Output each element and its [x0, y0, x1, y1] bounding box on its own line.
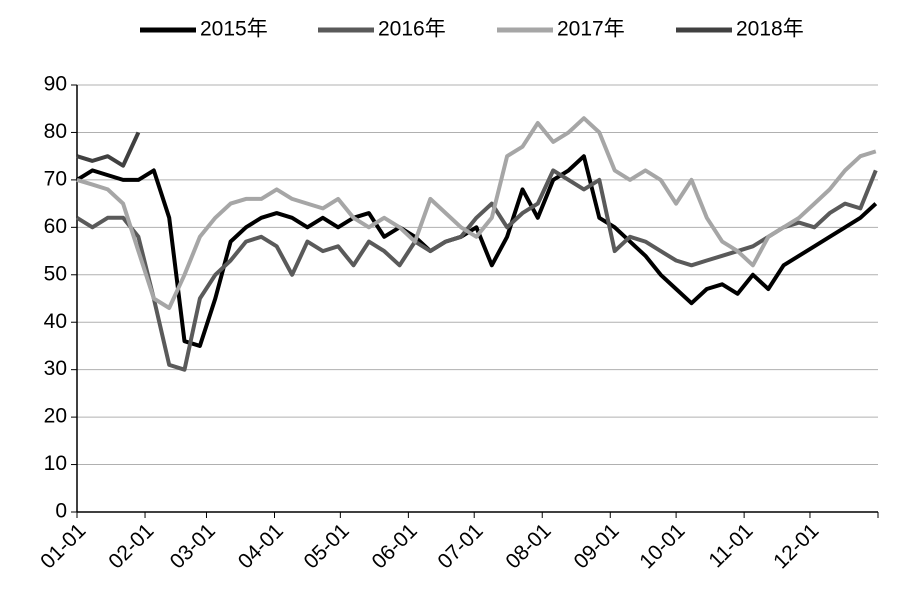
y-tick-label: 70 [44, 167, 67, 190]
x-tick-label: 11-01 [704, 519, 757, 572]
legend-label: 2018年 [736, 18, 804, 41]
legend-label: 2016年 [378, 18, 446, 41]
x-tick-label: 10-01 [635, 519, 689, 573]
y-tick-label: 0 [55, 500, 67, 523]
x-tick-label: 05-01 [300, 519, 354, 573]
x-tick-label: 06-01 [368, 519, 422, 573]
x-tick-label: 01-01 [36, 519, 90, 573]
series-line [76, 131, 141, 168]
x-tick-label: 08-01 [501, 519, 555, 573]
legend-label: 2017年 [557, 18, 625, 41]
y-tick-label: 10 [44, 452, 67, 475]
x-tick-label: 02-01 [104, 519, 158, 573]
y-tick-label: 20 [44, 405, 67, 428]
y-tick-label: 60 [44, 215, 67, 238]
x-tick-label: 03-01 [166, 519, 220, 573]
series-line [75, 154, 878, 348]
x-tick-label: 07-01 [433, 519, 487, 573]
x-tick-label: 09-01 [569, 519, 623, 573]
legend-label: 2015年 [200, 18, 268, 41]
y-tick-label: 40 [44, 310, 67, 333]
y-tick-label: 90 [44, 73, 67, 96]
x-tick-label: 12-01 [769, 519, 823, 573]
y-tick-label: 30 [44, 357, 67, 380]
series-line [76, 116, 877, 310]
legend-item: 2015年 [140, 18, 268, 41]
y-tick-label: 50 [44, 262, 67, 285]
series-line [75, 168, 878, 372]
legend-item: 2018年 [676, 18, 804, 41]
legend-item: 2017年 [497, 18, 625, 41]
x-tick-label: 04-01 [234, 519, 288, 573]
y-tick-label: 80 [44, 120, 67, 143]
legend-item: 2016年 [318, 18, 446, 41]
